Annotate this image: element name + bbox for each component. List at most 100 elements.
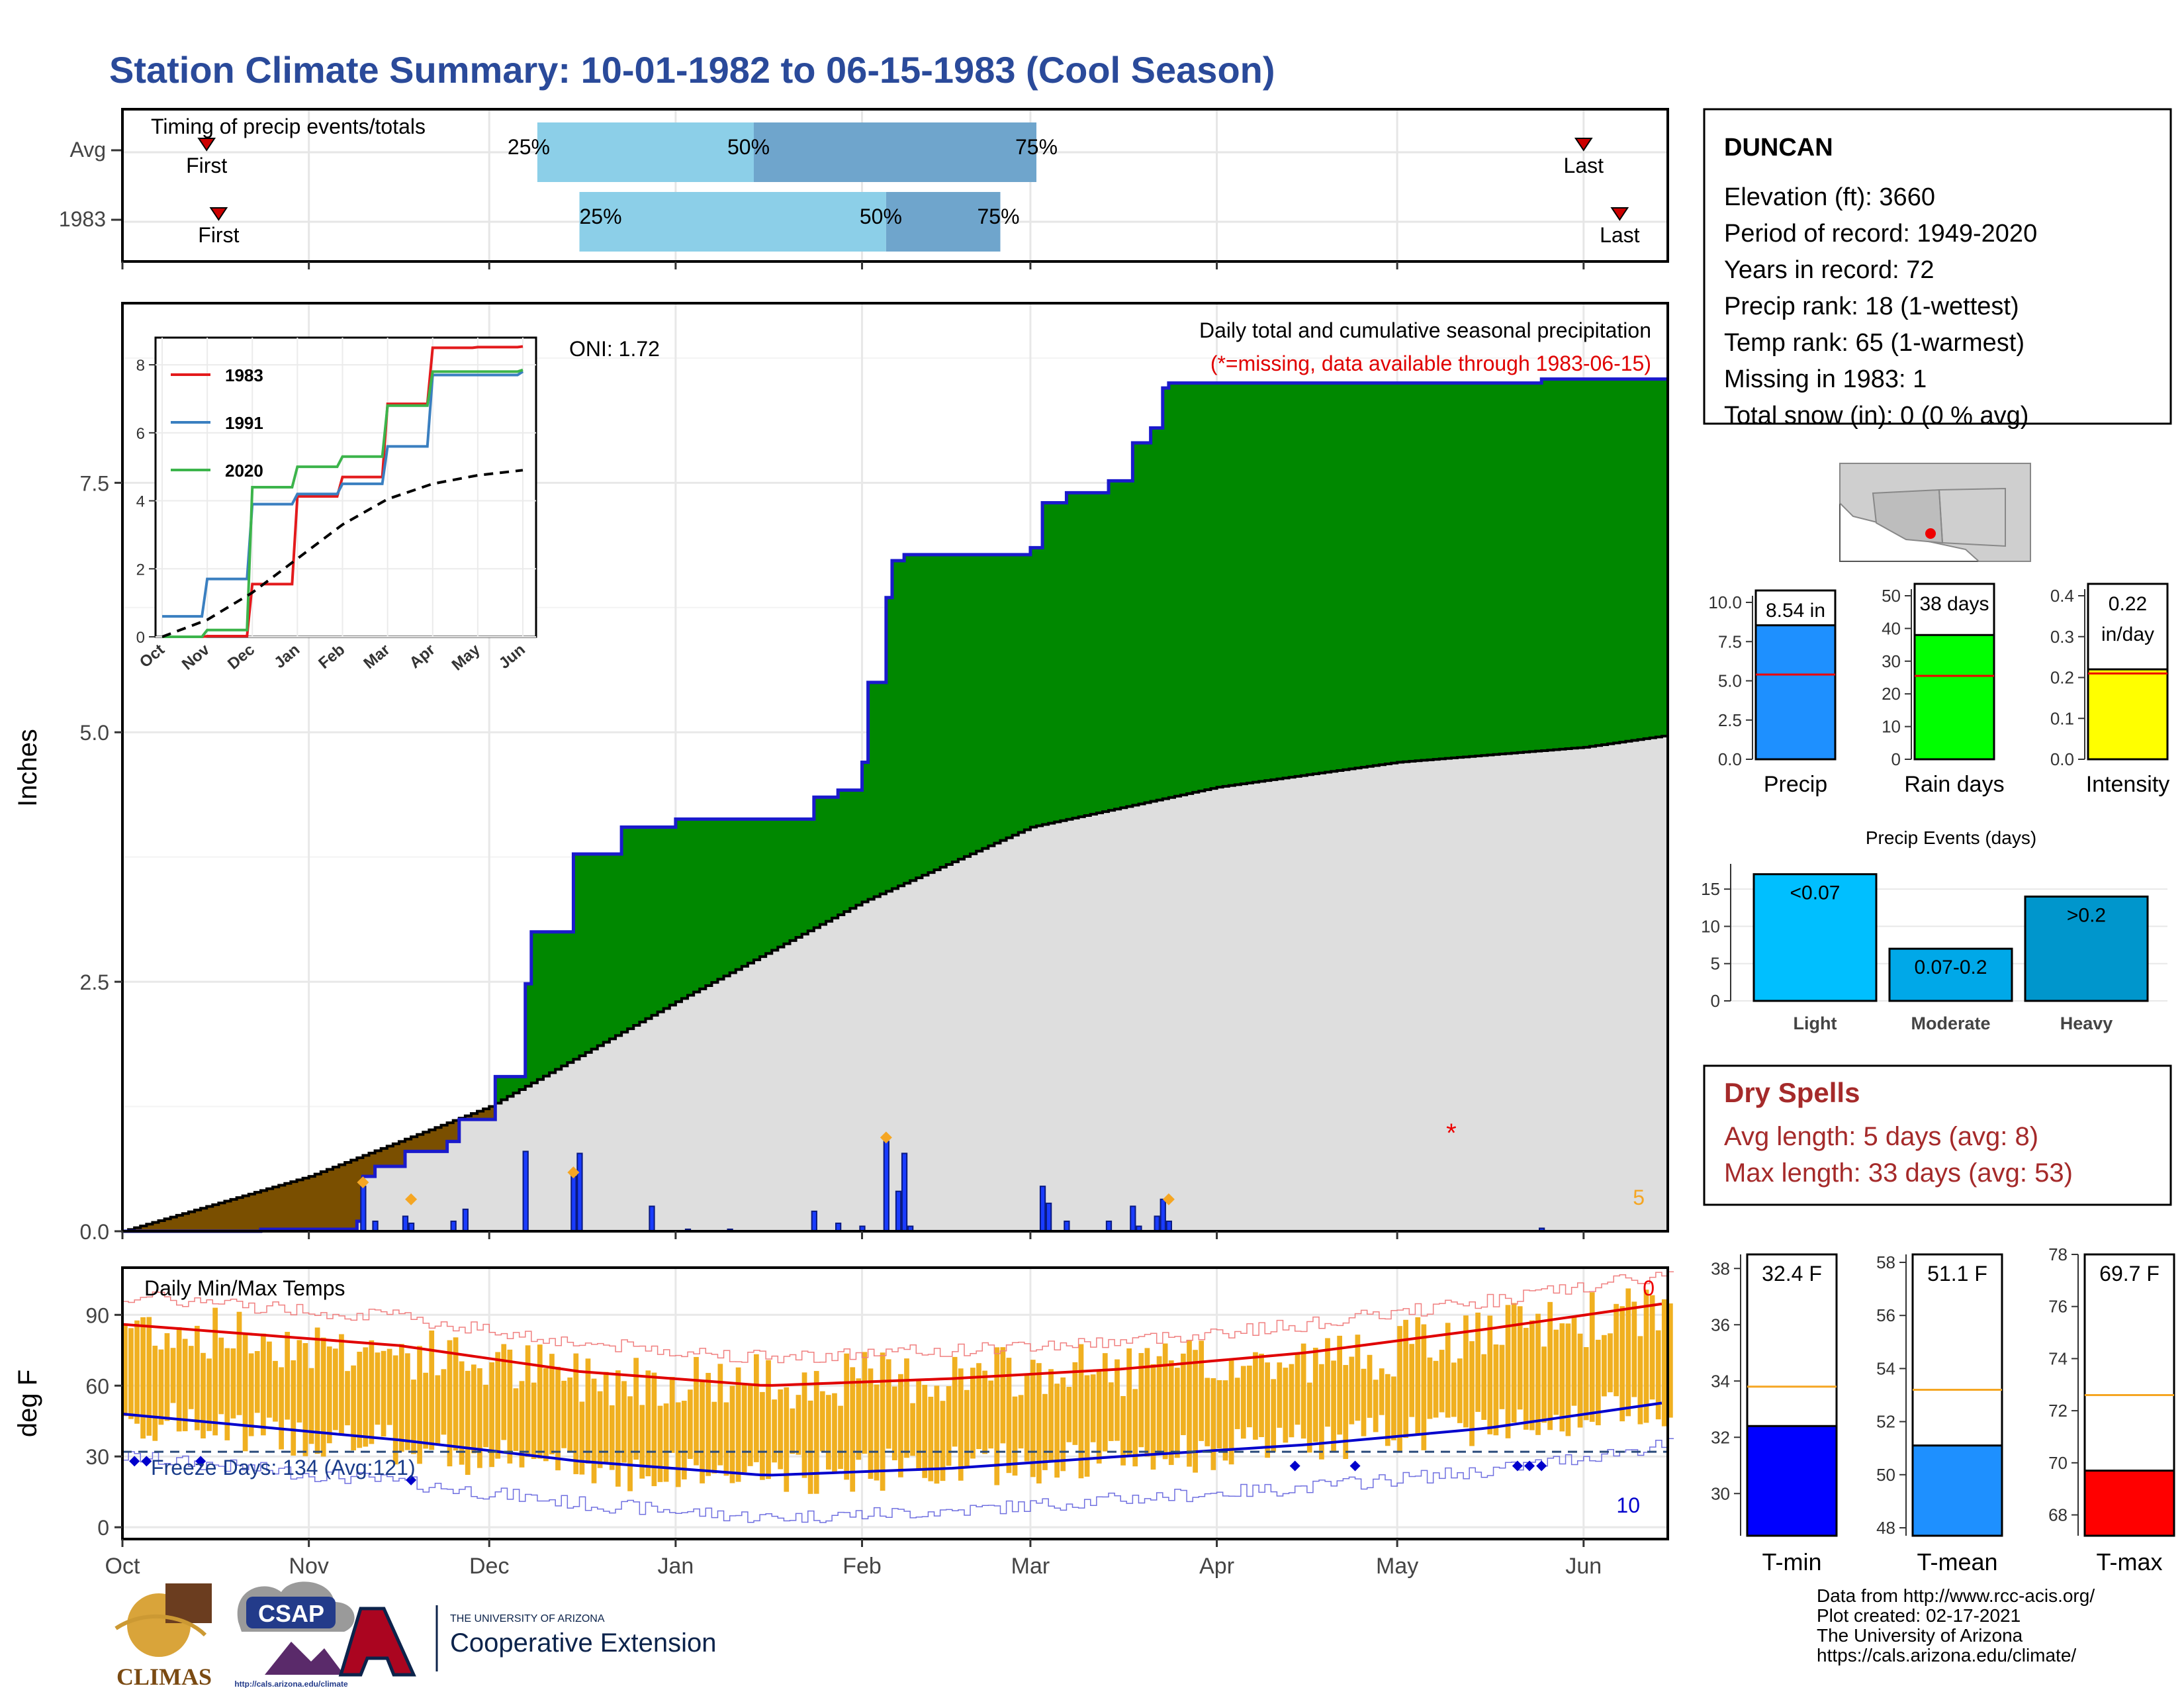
- daily-temp-bar: [856, 1378, 862, 1460]
- mini-y-label: 30: [1882, 651, 1901, 671]
- month-label: Dec: [469, 1554, 509, 1579]
- daily-temp-bar: [1661, 1299, 1667, 1427]
- daily-temp-bar: [495, 1352, 501, 1459]
- ua-main-text: Cooperative Extension: [450, 1628, 716, 1658]
- daily-temp-bar: [531, 1382, 537, 1460]
- y-tick-label: 30: [85, 1445, 109, 1469]
- dry-spells-max: Max length: 33 days (avg: 53): [1724, 1158, 2073, 1188]
- daily-temp-bar: [1295, 1354, 1300, 1425]
- daily-temp-bar: [423, 1372, 429, 1449]
- pct-75-label: 75%: [1015, 135, 1058, 159]
- y-axis-title: deg F: [13, 1370, 42, 1437]
- mini-y-label: 0.0: [2050, 749, 2074, 769]
- daily-temp-bar: [1271, 1379, 1277, 1452]
- daily-precip-bar: [895, 1190, 902, 1233]
- daily-temp-bar: [465, 1370, 471, 1476]
- daily-temp-bar: [1427, 1357, 1433, 1419]
- daily-temp-bar: [218, 1337, 224, 1415]
- event-bar: [1888, 947, 2013, 1002]
- daily-temp-bar: [1199, 1340, 1205, 1441]
- daily-temp-bar: [1625, 1288, 1631, 1417]
- event-marker: [567, 1166, 580, 1179]
- daily-temp-bar: [363, 1347, 369, 1447]
- daily-temp-bar: [747, 1384, 753, 1466]
- inset-series-1983: [162, 345, 523, 638]
- timing-bar-50-75: [753, 122, 1037, 182]
- daily-temp-bar: [296, 1340, 302, 1423]
- daily-temp-bar: [567, 1377, 573, 1452]
- daily-temp-bar: [1457, 1358, 1463, 1423]
- daily-temp-bar: [483, 1384, 488, 1448]
- footer: Data from http://www.rcc-acis.org/Plot c…: [114, 1581, 2095, 1688]
- cold-marker: [195, 1456, 206, 1467]
- events-title: Precip Events (days): [1866, 827, 2036, 848]
- daily-temp-bar: [681, 1401, 687, 1479]
- daily-temp-bar: [1355, 1335, 1361, 1421]
- climas-logo-swoosh: [114, 1614, 207, 1637]
- daily-temp-bar: [170, 1348, 176, 1403]
- daily-temp-bar: [1535, 1313, 1541, 1435]
- mini-bar-value-label2: in/day: [2101, 624, 2154, 645]
- daily-temp-bar: [1150, 1364, 1156, 1470]
- daily-temp-bar: [1361, 1368, 1367, 1436]
- inset-y-label: 8: [136, 357, 145, 375]
- corner-value: 5: [1633, 1186, 1645, 1209]
- daily-temp-bar: [1181, 1353, 1186, 1436]
- daily-precip-bar: [883, 1141, 889, 1233]
- month-label: Apr: [1199, 1554, 1234, 1579]
- daily-precip-bar: [402, 1215, 409, 1232]
- daily-temp-bar: [591, 1378, 597, 1483]
- daily-temp-bar: [339, 1334, 344, 1435]
- daily-temp-bar: [549, 1354, 555, 1455]
- legend-label: 1991: [225, 413, 263, 433]
- daily-temp-bar: [1649, 1295, 1655, 1400]
- daily-temp-bar: [801, 1372, 807, 1478]
- daily-temp-bar: [1066, 1387, 1072, 1442]
- daily-temp-bar: [922, 1385, 928, 1478]
- page-title: Station Climate Summary: 10-01-1982 to 0…: [109, 49, 1275, 91]
- event-bar: [1752, 873, 1878, 1002]
- station-info-line: Period of record: 1949-2020: [1724, 220, 2037, 248]
- daily-temp-bar: [1475, 1312, 1480, 1412]
- below-average-area: [128, 1106, 496, 1231]
- daily-temp-bar: [242, 1333, 248, 1452]
- cold-marker: [1512, 1460, 1523, 1472]
- daily-precip-bar: [522, 1150, 529, 1232]
- daily-temp-bar: [224, 1348, 230, 1440]
- daily-precip-bar: [450, 1220, 457, 1232]
- daily-temp-bar: [1312, 1347, 1318, 1442]
- daily-temp-bar: [1367, 1354, 1373, 1418]
- daily-precip-bar: [1039, 1186, 1046, 1232]
- daily-temp-bar: [1385, 1374, 1390, 1446]
- daily-temp-bar: [152, 1345, 158, 1441]
- daily-temp-bar: [254, 1350, 260, 1413]
- mini-bar-value-label: 0.22: [2109, 593, 2147, 615]
- y-tick-label: 90: [85, 1303, 109, 1327]
- daily-temp-bar: [236, 1311, 242, 1415]
- daily-temp-bar: [1156, 1356, 1162, 1454]
- pct-75-label: 75%: [977, 205, 1019, 228]
- row-label: 1983: [59, 207, 106, 231]
- daily-temp-bar: [1168, 1360, 1174, 1466]
- mini-bar-value-label: 38 days: [1919, 593, 1989, 615]
- pct-25-label: 25%: [580, 205, 622, 228]
- legend-label: 2020: [225, 461, 263, 481]
- inset-series-Avg: [161, 469, 523, 638]
- mini-y-label: 0.3: [2050, 627, 2074, 647]
- daily-temp-bar: [489, 1362, 494, 1468]
- daily-temp-bar: [332, 1348, 338, 1430]
- daily-temp-bar: [832, 1393, 837, 1474]
- daily-temp-bar: [291, 1360, 296, 1456]
- above-average-area: [495, 379, 1668, 1103]
- daily-temp-bar: [1193, 1350, 1198, 1473]
- mini-y-label: 2.5: [1718, 710, 1742, 730]
- daily-temp-bar: [411, 1380, 416, 1454]
- daily-temp-bar: [615, 1370, 621, 1487]
- daily-temp-bar: [507, 1349, 513, 1464]
- dry-spells-avg: Avg length: 5 days (avg: 8): [1724, 1122, 2038, 1151]
- daily-precip-bar: [901, 1152, 908, 1233]
- daily-temp-bar: [1138, 1352, 1144, 1448]
- mini-y-label: 10: [1882, 717, 1901, 737]
- mini-y-label: 5.0: [1718, 671, 1742, 691]
